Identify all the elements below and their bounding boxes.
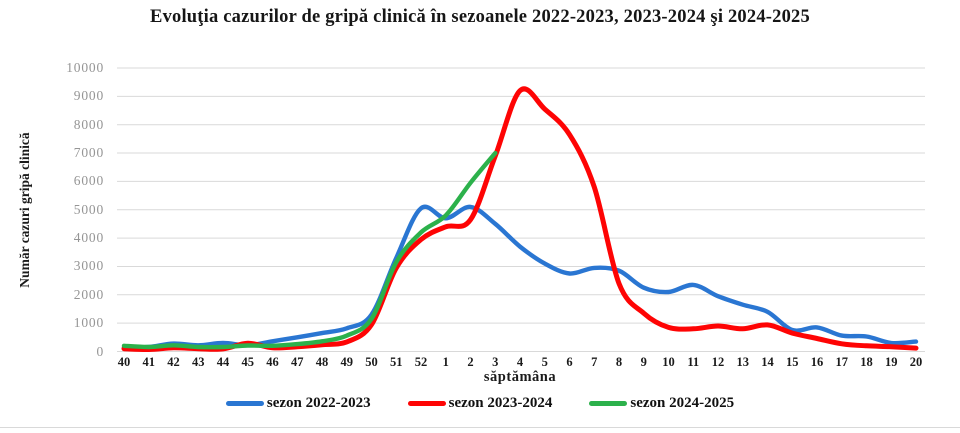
x-tick-label: 14 [761,355,774,369]
legend-item-sezon-2022-2023: sezon 2022-2023 [225,395,371,412]
y-tick-label: 4000 [73,230,104,246]
y-tick-label: 8000 [73,116,104,132]
legend-item-sezon-2024-2025: sezon 2024-2025 [589,395,734,412]
x-tick-label: 19 [885,355,898,369]
legend-item-sezon-2023-2024: sezon 2023-2024 [407,395,553,412]
x-tick-label: 44 [216,355,230,369]
x-tick-label: 12 [711,355,725,369]
x-tick-label: 10 [662,355,675,369]
y-tick-label: 0 [96,343,104,359]
x-tick-label: 20 [909,355,923,369]
legend-line-swatch-green [589,401,628,406]
x-tick-label: 3 [492,355,499,369]
x-tick-label: 42 [167,355,180,369]
x-tick-label: 41 [142,355,156,369]
y-tick-label: 2000 [73,286,104,302]
x-tick-label: 15 [786,355,799,369]
legend-line-swatch-red [407,401,446,406]
x-tick-label: 18 [860,355,873,369]
y-tick-label: 6000 [73,173,104,189]
x-tick-label: 5 [541,355,548,369]
x-tick-label: 8 [615,355,623,369]
legend-line-swatch-blue [225,401,264,406]
y-tick-label: 10000 [66,60,104,75]
x-tick-label: 7 [591,355,598,369]
x-tick-label: 43 [192,355,205,369]
legend-label: sezon 2023-2024 [448,395,553,411]
legend-label: sezon 2022-2023 [266,395,371,411]
chart-legend: sezon 2022-2023 sezon 2023-2024 sezon 20… [0,395,960,412]
x-axis-title: săptămâna [483,369,557,385]
y-tick-label: 9000 [73,88,104,104]
bottom-divider [0,427,960,428]
x-tick-label: 49 [340,355,354,369]
x-tick-label: 4 [516,355,524,369]
y-tick-label: 5000 [73,201,104,217]
x-tick-label: 47 [291,355,304,369]
x-tick-label: 48 [315,355,329,369]
x-tick-label: 6 [566,355,573,369]
x-tick-label: 45 [241,355,255,369]
x-tick-label: 50 [365,355,378,369]
x-tick-label: 9 [640,355,647,369]
x-tick-label: 52 [414,355,428,369]
series-line-sezon-2023-2024 [121,86,919,353]
x-tick-label: 40 [117,355,131,369]
y-tick-label: 3000 [73,258,104,274]
chart-title: Evoluţia cazurilor de gripă clinică în s… [150,7,810,27]
x-tick-label: 46 [266,355,279,369]
x-tick-label: 51 [390,355,403,369]
series-line-sezon-2024-2025 [121,150,498,350]
x-tick-label: 16 [810,355,824,369]
x-tick-label: 2 [467,355,474,369]
x-tick-label: 1 [442,355,449,369]
series-line-sezon-2022-2023 [121,204,919,350]
legend-label: sezon 2024-2025 [630,395,735,411]
x-tick-label: 11 [687,355,700,369]
x-tick-label: 13 [736,355,750,369]
y-tick-label: 1000 [73,315,104,331]
y-tick-label: 7000 [73,145,104,161]
x-tick-label: 17 [835,355,849,369]
